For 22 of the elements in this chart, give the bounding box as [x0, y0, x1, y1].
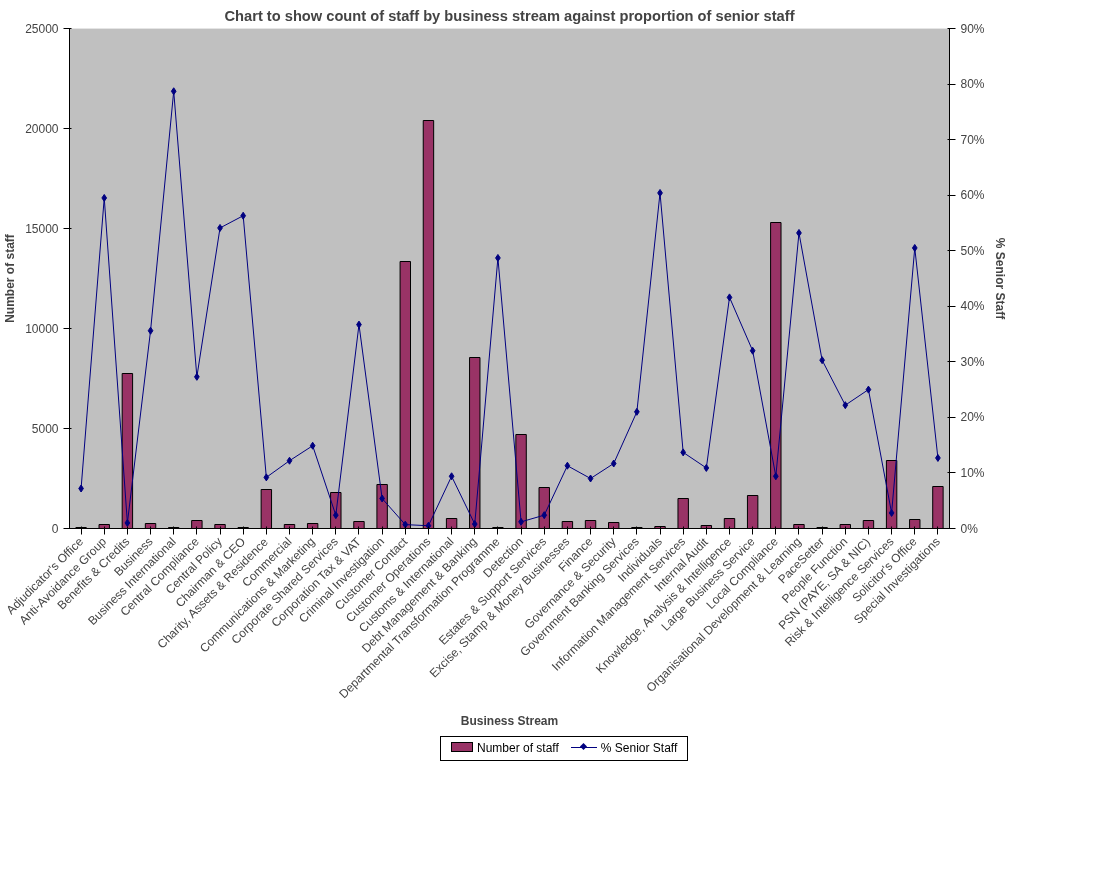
- y-tick-label: 5000: [31, 422, 59, 436]
- y2-tick-label: 90%: [960, 21, 985, 36]
- legend-label: % Senior Staff: [599, 741, 678, 755]
- y-axis-title: Number of staff: [3, 233, 18, 323]
- y2-tick-label: 40%: [960, 299, 985, 314]
- y2-tick-label: 0%: [960, 521, 979, 536]
- y2-tick-label: 80%: [960, 77, 985, 92]
- y2-tick-label: 20%: [960, 410, 985, 425]
- y-tick-label: 15000: [25, 222, 59, 236]
- y-tick-label: 10000: [25, 322, 59, 336]
- y2-axis-title: % Senior Staff: [992, 237, 1007, 321]
- y2-tick-label: 50%: [960, 243, 985, 258]
- y-tick-label: 0: [51, 522, 59, 536]
- x-axis-title: Business Stream: [460, 714, 559, 729]
- y-tick-label: 20000: [25, 122, 59, 136]
- y2-tick-label: 10%: [960, 465, 985, 480]
- legend-label: Number of staff: [476, 741, 559, 755]
- y-tick-label: 25000: [25, 22, 59, 36]
- chart-title: Chart to show count of staff by business stream against proportion of senior staff: [224, 7, 795, 24]
- y2-tick-label: 60%: [960, 188, 985, 203]
- y2-tick-label: 30%: [960, 354, 985, 369]
- y2-tick-label: 70%: [960, 132, 985, 147]
